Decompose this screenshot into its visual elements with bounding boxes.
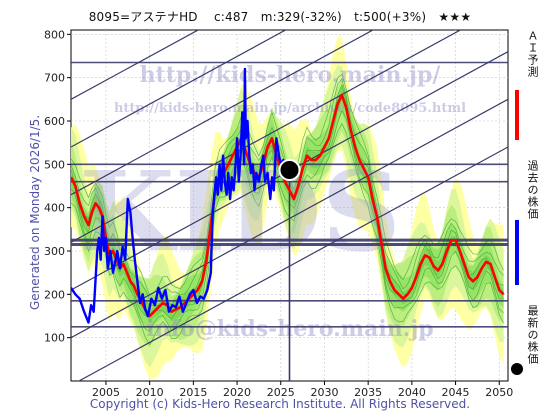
y-axis-ticks: 100 200 300 400 500 600 700 800 bbox=[44, 28, 71, 345]
legend-ai-swatch bbox=[515, 90, 519, 140]
legend-item-ai: ＡＩ予測 bbox=[514, 30, 544, 160]
legend-item-past: 過去の株価 bbox=[514, 160, 544, 295]
legend-latest-label: 最新の株価 bbox=[526, 305, 539, 365]
trend-line bbox=[71, 30, 200, 100]
y-tick-label: 300 bbox=[44, 245, 65, 258]
y-tick-label: 100 bbox=[44, 332, 65, 345]
x-tick-label: 2030 bbox=[310, 386, 338, 399]
y-tick-label: 700 bbox=[44, 72, 65, 85]
generated-date: Generated on Monday 2026/1/5. bbox=[28, 114, 42, 310]
x-tick-label: 2035 bbox=[354, 386, 382, 399]
legend-past-label: 過去の株価 bbox=[526, 160, 539, 220]
x-tick-label: 2025 bbox=[267, 386, 295, 399]
y-tick-label: 200 bbox=[44, 288, 65, 301]
trend-line bbox=[71, 30, 287, 148]
trend-line bbox=[71, 30, 462, 243]
current-price-marker bbox=[278, 158, 301, 181]
chart-title: 8095=アステナHD c:487 m:329(-32%) t:500(+3%)… bbox=[88, 10, 472, 24]
legend-ai-label: ＡＩ予測 bbox=[526, 30, 539, 78]
legend-latest-swatch bbox=[511, 363, 523, 375]
forecast-strand bbox=[71, 122, 504, 346]
trend-line bbox=[71, 30, 375, 196]
x-tick-label: 2015 bbox=[179, 386, 207, 399]
y-tick-label: 400 bbox=[44, 202, 65, 215]
current-marker-group bbox=[278, 158, 301, 181]
y-tick-label: 600 bbox=[44, 115, 65, 128]
x-tick-label: 2040 bbox=[398, 386, 426, 399]
watermark-url2: http://kids-hero.main.jp/archives/code80… bbox=[114, 101, 466, 116]
x-tick-label: 2020 bbox=[223, 386, 251, 399]
copyright-footer: Copyright (c) Kids-Hero Research Institu… bbox=[89, 397, 471, 411]
x-tick-label: 2050 bbox=[485, 386, 513, 399]
x-tick-label: 2010 bbox=[136, 386, 164, 399]
past-price-line bbox=[71, 67, 291, 324]
y-tick-label: 800 bbox=[44, 28, 65, 41]
legend: ＡＩ予測 過去の株価 最新の株価 bbox=[511, 30, 544, 390]
forecast-strand bbox=[71, 109, 504, 333]
y-tick-label: 500 bbox=[44, 158, 65, 171]
forecast-strand bbox=[71, 78, 504, 301]
x-tick-label: 2005 bbox=[92, 386, 120, 399]
legend-past-swatch bbox=[515, 220, 519, 285]
x-tick-label: 2045 bbox=[442, 386, 470, 399]
legend-item-latest: 最新の株価 bbox=[511, 305, 544, 395]
x-axis-ticks: 2005 2010 2015 2020 2025 2030 2035 2040 2045 2050 bbox=[92, 381, 513, 399]
